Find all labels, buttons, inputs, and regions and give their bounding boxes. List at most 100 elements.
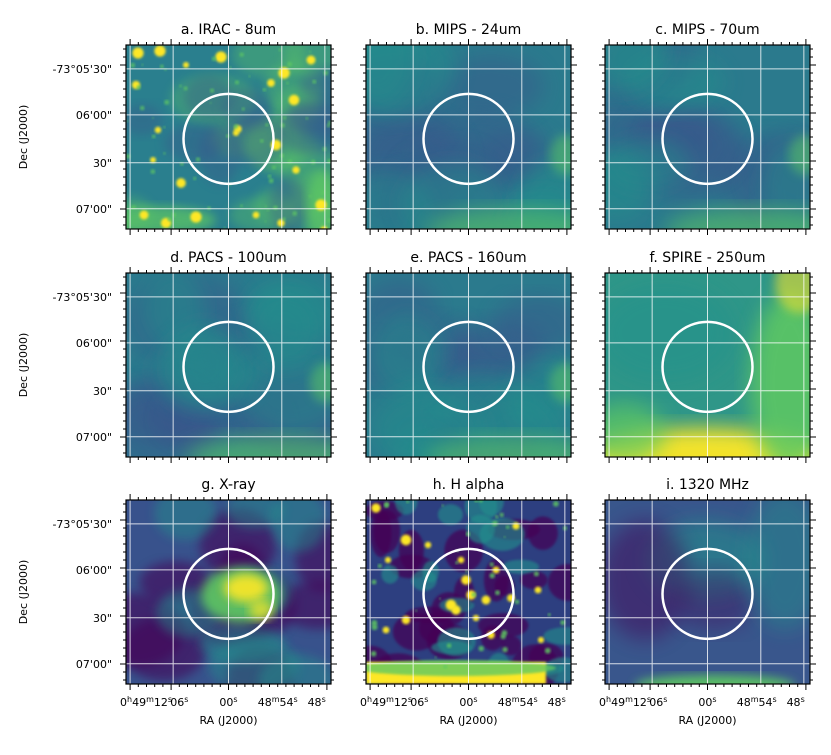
point-source [382, 626, 390, 634]
emission-blob [394, 500, 418, 515]
point-source [547, 613, 551, 617]
panel-title: f. SPIRE - 250um [649, 250, 765, 266]
point-source [130, 63, 135, 68]
y-axis-label: Dec (J2000) [17, 333, 30, 398]
point-source [209, 101, 212, 104]
coordinate-grid [366, 500, 571, 684]
point-source [492, 520, 498, 527]
emission-blob [154, 500, 217, 541]
point-source [441, 504, 444, 507]
aperture-circle [422, 547, 515, 641]
point-source [384, 503, 389, 508]
point-source [126, 154, 131, 159]
emission-blob [605, 45, 671, 93]
point-source [514, 599, 520, 605]
emission-blob [494, 295, 571, 352]
point-source [305, 117, 309, 120]
x-tick-label: 48s [308, 695, 326, 710]
x-tick-label: 00s [698, 695, 716, 710]
point-source [310, 159, 316, 165]
emission-blob [167, 322, 243, 408]
x-tick-label: 48m54s [258, 695, 298, 710]
emission-blob [126, 206, 216, 229]
point-source [478, 500, 483, 503]
panel-title: b. MIPS - 24um [416, 22, 522, 38]
point-source [321, 190, 326, 195]
emission-blob [310, 363, 331, 403]
point-source [233, 124, 239, 129]
point-source [544, 647, 551, 654]
panel-e: e. PACS - 160um [360, 250, 577, 463]
emission-blob [221, 88, 271, 131]
y-tick-label: 06'00" [76, 109, 112, 122]
point-source [443, 665, 447, 669]
panel-title: a. IRAC - 8um [181, 22, 276, 38]
emission-blob [426, 208, 571, 229]
coordinate-grid [605, 45, 810, 229]
tick-marks [360, 267, 577, 463]
y-tick-label: -73°05'30" [52, 518, 112, 531]
point-source [239, 52, 244, 57]
point-source [241, 107, 245, 111]
coordinate-grid [605, 500, 810, 684]
point-source [188, 213, 190, 216]
aperture-circle [661, 547, 754, 641]
point-source [312, 79, 317, 84]
point-source [140, 105, 145, 111]
point-source [235, 80, 240, 85]
point-source [286, 81, 289, 85]
point-source [505, 525, 510, 529]
point-source [534, 586, 542, 594]
emission-blob [270, 500, 327, 552]
point-source [260, 139, 264, 143]
point-source [163, 126, 166, 129]
y-tick-label: 07'00" [76, 203, 112, 216]
point-source [424, 541, 432, 549]
image-content [366, 45, 571, 229]
emission-blob [198, 123, 241, 185]
point-source [252, 211, 260, 219]
x-tick-label: 0h49m12s [599, 695, 651, 710]
point-source [370, 650, 377, 657]
point-source [210, 88, 215, 93]
emission-blob [246, 287, 322, 369]
emission-blob [186, 436, 331, 457]
emission-blob [236, 341, 331, 436]
x-tick-label: 48m54s [498, 695, 538, 710]
point-source [223, 226, 226, 229]
emission-blob [789, 135, 810, 175]
y-tick-label: 06'00" [76, 564, 112, 577]
x-tick-label: 06s [410, 695, 428, 710]
panel-f: f. SPIRE - 250um [599, 250, 816, 463]
point-source [401, 615, 411, 625]
coordinate-grid [126, 45, 331, 229]
x-tick-label: 48s [787, 695, 805, 710]
point-source [502, 646, 508, 653]
point-source [171, 212, 177, 218]
y-axis-label: Dec (J2000) [17, 105, 30, 170]
point-source [183, 86, 188, 91]
point-source [266, 209, 270, 212]
point-source [400, 534, 412, 546]
emission-blob [372, 387, 487, 457]
emission-blob [675, 570, 755, 630]
image-content [605, 45, 810, 229]
point-source [190, 211, 202, 223]
panel-d: d. PACS - 100um -73°05'30" 06'00" 30" 07'00"… [17, 250, 337, 463]
x-tick-label: 00s [219, 695, 237, 710]
point-source [215, 51, 227, 63]
aperture-circle [422, 320, 515, 414]
x-tick-label: 0h49m12s [360, 695, 412, 710]
point-source [211, 56, 217, 61]
point-source [457, 556, 465, 564]
image-content [126, 273, 331, 457]
emission-blob [224, 574, 268, 602]
emission-blob [371, 313, 444, 394]
y-tick-label: 07'00" [76, 658, 112, 671]
point-source [446, 643, 452, 648]
point-source [499, 512, 504, 517]
point-source [320, 226, 328, 229]
x-tick-label: 0h49m12s [120, 695, 172, 710]
